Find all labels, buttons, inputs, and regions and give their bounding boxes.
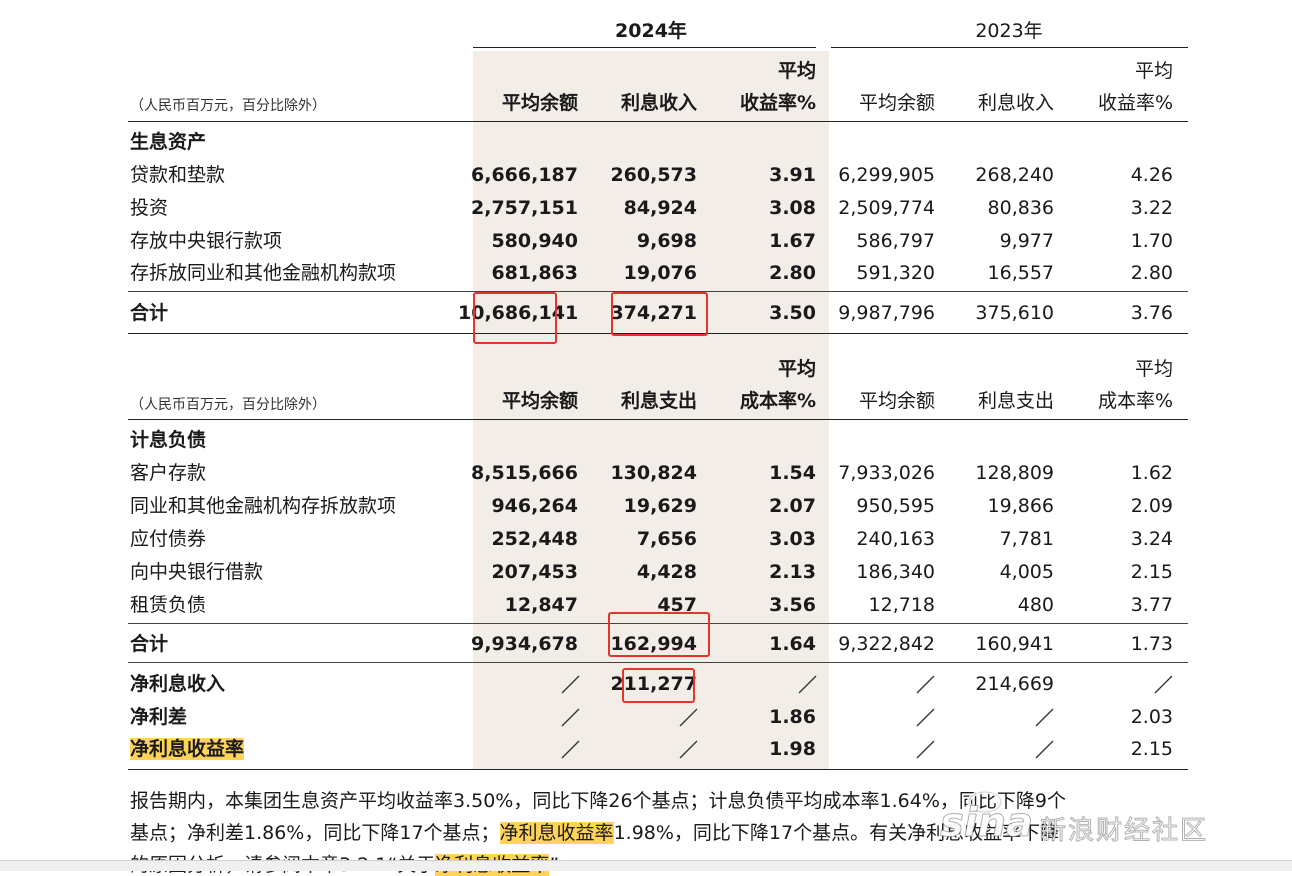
red-annotation-box bbox=[473, 292, 557, 344]
t1-col-income-2023: 利息收入 bbox=[977, 92, 1054, 114]
na-slash-icon bbox=[678, 739, 698, 759]
year-2024-shading bbox=[473, 51, 829, 769]
sina-logo-text: sina bbox=[940, 800, 1034, 847]
t2-header-rule bbox=[128, 419, 1188, 420]
t2-total-rule-top bbox=[128, 623, 1188, 624]
t1-rate-top-2023: 平均 bbox=[1134, 60, 1173, 82]
na-slash-icon bbox=[797, 674, 817, 694]
na-slash-icon bbox=[915, 707, 935, 727]
t2-col-rate-2024: 成本率% bbox=[739, 390, 816, 412]
t1-col-rate-2023: 收益率% bbox=[1097, 92, 1173, 114]
t2-col-expense-2024: 利息支出 bbox=[620, 390, 697, 412]
nim-label-highlight: 净利息收益率 bbox=[130, 738, 245, 760]
sina-watermark: sina 新浪财经社区 bbox=[940, 780, 1250, 850]
t2-section-label: 计息负债 bbox=[130, 429, 207, 451]
red-annotation-box bbox=[608, 612, 710, 657]
red-annotation-box bbox=[622, 668, 695, 703]
t2-total-rule-bottom bbox=[128, 662, 1188, 663]
t2-col-expense-2023: 利息支出 bbox=[977, 390, 1054, 412]
t1-bottom-rule bbox=[128, 333, 1188, 334]
red-annotation-box bbox=[611, 292, 708, 336]
year-2024-rule bbox=[473, 47, 816, 48]
na-slash-icon bbox=[1153, 674, 1173, 694]
na-slash-icon bbox=[560, 707, 580, 727]
paragraph-line-2: 基点；净利差1.86%，同比下降17个基点；净利息收益率1.98%，同比下降17… bbox=[130, 822, 1060, 844]
na-slash-icon bbox=[1034, 739, 1054, 759]
t1-header-rule bbox=[128, 121, 1188, 122]
t2-col-rate-2023: 成本率% bbox=[1097, 390, 1173, 412]
t2-unit-note: （人民币百万元，百分比除外） bbox=[130, 397, 326, 413]
t1-col-rate-2024: 收益率% bbox=[739, 92, 816, 114]
t2-col-avg-2024: 平均余额 bbox=[501, 390, 578, 412]
na-slash-icon bbox=[915, 674, 935, 694]
t2-col-avg-2023: 平均余额 bbox=[858, 390, 935, 412]
na-slash-icon bbox=[560, 739, 580, 759]
t2-bottom-rule bbox=[128, 769, 1188, 770]
t1-rate-top-2024: 平均 bbox=[777, 60, 816, 82]
t2-rate-top-2023: 平均 bbox=[1134, 358, 1173, 380]
paragraph-line-1: 报告期内，本集团生息资产平均收益率3.50%，同比下降26个基点；计息负债平均成… bbox=[130, 790, 1066, 812]
t1-col-avg-2023: 平均余额 bbox=[858, 92, 935, 114]
na-slash-icon bbox=[1034, 707, 1054, 727]
year-2023-header: 2023年 bbox=[975, 20, 1043, 42]
na-slash-icon bbox=[560, 674, 580, 694]
watermark-text: 新浪财经社区 bbox=[1039, 816, 1209, 847]
t2-rate-top-2024: 平均 bbox=[777, 358, 816, 380]
year-2024-header: 2024年 bbox=[615, 20, 687, 42]
t1-unit-note: （人民币百万元，百分比除外） bbox=[130, 98, 326, 114]
year-2023-rule bbox=[831, 47, 1188, 48]
na-slash-icon bbox=[678, 707, 698, 727]
bottom-status-bar bbox=[0, 860, 1292, 871]
t1-section-label: 生息资产 bbox=[130, 131, 207, 153]
t1-col-income-2024: 利息收入 bbox=[620, 92, 697, 114]
t1-total-rule-top bbox=[128, 291, 1188, 292]
t1-col-avg-2024: 平均余额 bbox=[501, 92, 578, 114]
na-slash-icon bbox=[915, 739, 935, 759]
